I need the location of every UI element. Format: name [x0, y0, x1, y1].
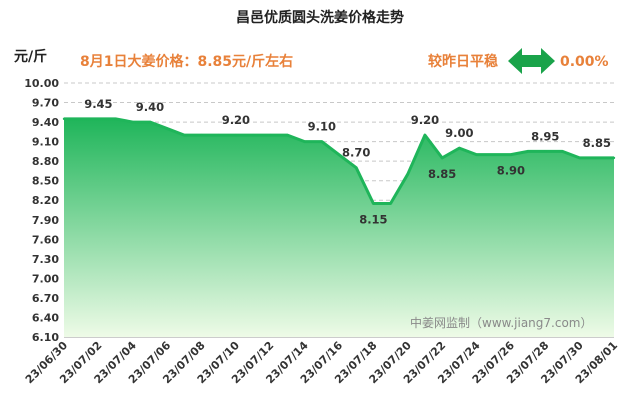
data-point — [578, 156, 581, 160]
double-arrow-icon — [508, 48, 555, 74]
data-point — [458, 146, 461, 150]
data-point — [354, 166, 358, 169]
data-label: 9.45 — [84, 97, 112, 111]
data-label: 9.10 — [308, 120, 336, 134]
data-label: 9.00 — [445, 126, 473, 140]
y-tick-label: 9.40 — [32, 116, 59, 129]
data-point — [217, 133, 220, 137]
data-point — [526, 150, 530, 153]
data-point — [165, 127, 169, 130]
y-tick-label: 6.40 — [32, 311, 59, 324]
data-point — [612, 156, 616, 160]
data-point — [406, 172, 409, 176]
data-point — [200, 133, 203, 137]
y-tick-label: 7.00 — [32, 272, 59, 285]
data-point — [595, 156, 599, 160]
chart-title: 昌邑优质圆头洗姜价格走势 — [236, 9, 404, 26]
data-point — [303, 140, 306, 143]
data-label: 8.15 — [359, 212, 387, 226]
data-label: 9.20 — [222, 113, 250, 127]
data-point — [320, 140, 324, 143]
data-point — [183, 133, 186, 137]
change-percent: 0.00% — [560, 54, 609, 70]
y-tick-label: 6.10 — [32, 331, 59, 344]
price-info-text: 8月1日大姜价格：8.85元/斤左右 — [80, 53, 293, 70]
data-point — [423, 133, 427, 137]
y-tick-label: 6.70 — [32, 292, 59, 305]
data-point — [79, 117, 83, 121]
data-point — [509, 153, 513, 156]
data-point — [97, 117, 100, 121]
data-label: 9.20 — [411, 113, 439, 127]
y-tick-label: 9.10 — [32, 136, 59, 149]
y-tick-label: 9.70 — [32, 97, 59, 110]
y-tick-label: 8.20 — [32, 194, 59, 207]
x-axis-ticks: 23/06/3023/07/0223/07/0423/07/0623/07/08… — [23, 339, 620, 387]
data-point — [234, 133, 238, 137]
data-point — [561, 150, 564, 153]
data-point — [337, 153, 341, 156]
area-fill — [64, 118, 614, 337]
y-tick-label: 7.60 — [32, 233, 59, 246]
data-label: 9.40 — [136, 100, 164, 114]
data-label: 8.85 — [583, 136, 611, 150]
y-tick-label: 10.00 — [24, 77, 59, 90]
data-point — [148, 120, 152, 124]
y-tick-label: 8.80 — [32, 155, 59, 168]
data-point — [131, 120, 134, 124]
y-tick-label: 7.90 — [32, 214, 59, 227]
data-point — [492, 153, 495, 156]
y-tick-label: 7.30 — [32, 253, 59, 266]
watermark: 中姜网监制（www.jiang7.com） — [410, 315, 592, 330]
data-point — [269, 133, 272, 137]
y-axis-unit: 元/斤 — [14, 48, 47, 65]
data-point — [475, 153, 478, 156]
data-point — [389, 202, 392, 205]
data-point — [251, 133, 255, 137]
compare-text: 较昨日平稳 — [428, 53, 498, 70]
y-axis-ticks: 10.00 9.70 9.40 9.10 8.80 8.50 8.20 7.90 7.60 7.3… — [24, 77, 59, 344]
data-label: 8.90 — [497, 164, 525, 178]
price-series — [62, 117, 616, 337]
y-tick-label: 8.50 — [32, 175, 59, 188]
data-label: 8.95 — [531, 129, 559, 143]
data-point — [114, 117, 117, 121]
data-point — [372, 202, 375, 205]
data-point — [62, 117, 66, 121]
data-point — [286, 133, 289, 137]
data-point — [544, 150, 547, 153]
data-labels: 9.45 9.40 9.20 9.10 8.70 8.15 9.20 8.85 9.00 8.90… — [84, 97, 611, 227]
data-point — [440, 156, 444, 160]
data-label: 8.85 — [428, 167, 456, 181]
data-label: 8.70 — [342, 146, 370, 160]
